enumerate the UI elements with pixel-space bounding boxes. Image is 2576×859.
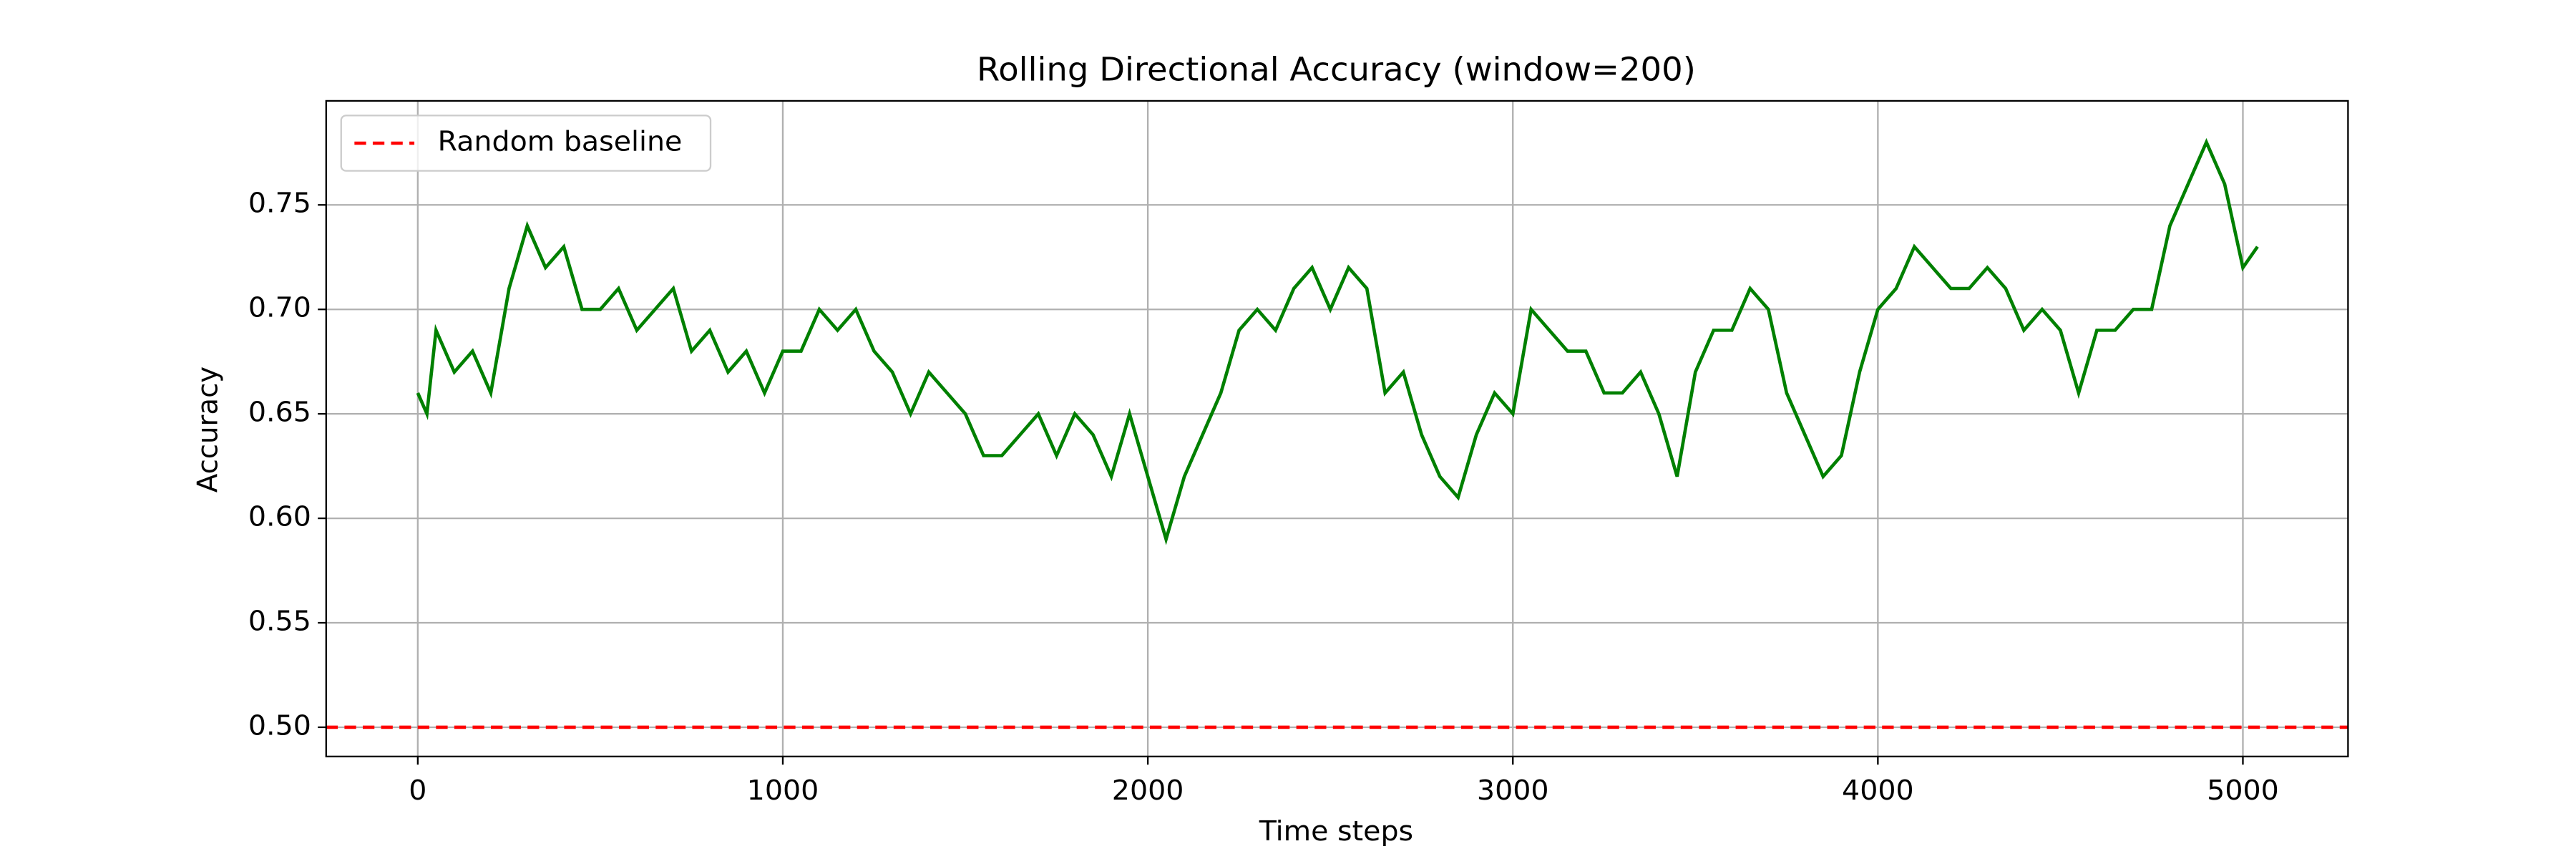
x-tick-label: 5000: [2207, 775, 2279, 807]
x-tick-label: 3000: [1477, 775, 1549, 807]
data-line: [416, 137, 2259, 545]
x-axis-label: Time steps: [1259, 815, 1413, 847]
y-tick-label: 0.50: [248, 710, 311, 742]
y-tick-label: 0.65: [248, 397, 311, 428]
y-tick-label: 0.75: [248, 188, 311, 219]
y-tick-label: 0.70: [248, 292, 311, 324]
x-tick-label: 4000: [1842, 775, 1914, 807]
x-tick-label: 0: [409, 775, 426, 807]
y-tick-label: 0.55: [248, 606, 311, 637]
x-tick-label: 1000: [747, 775, 819, 807]
chart-title: Rolling Directional Accuracy (window=200…: [977, 50, 1696, 88]
legend-label: Random baseline: [438, 126, 683, 157]
plot-frame: [325, 100, 2349, 757]
y-tick-label: 0.60: [248, 501, 311, 533]
y-axis-label: Accuracy: [192, 367, 225, 492]
x-tick-label: 2000: [1112, 775, 1184, 807]
legend-box: [340, 115, 712, 172]
